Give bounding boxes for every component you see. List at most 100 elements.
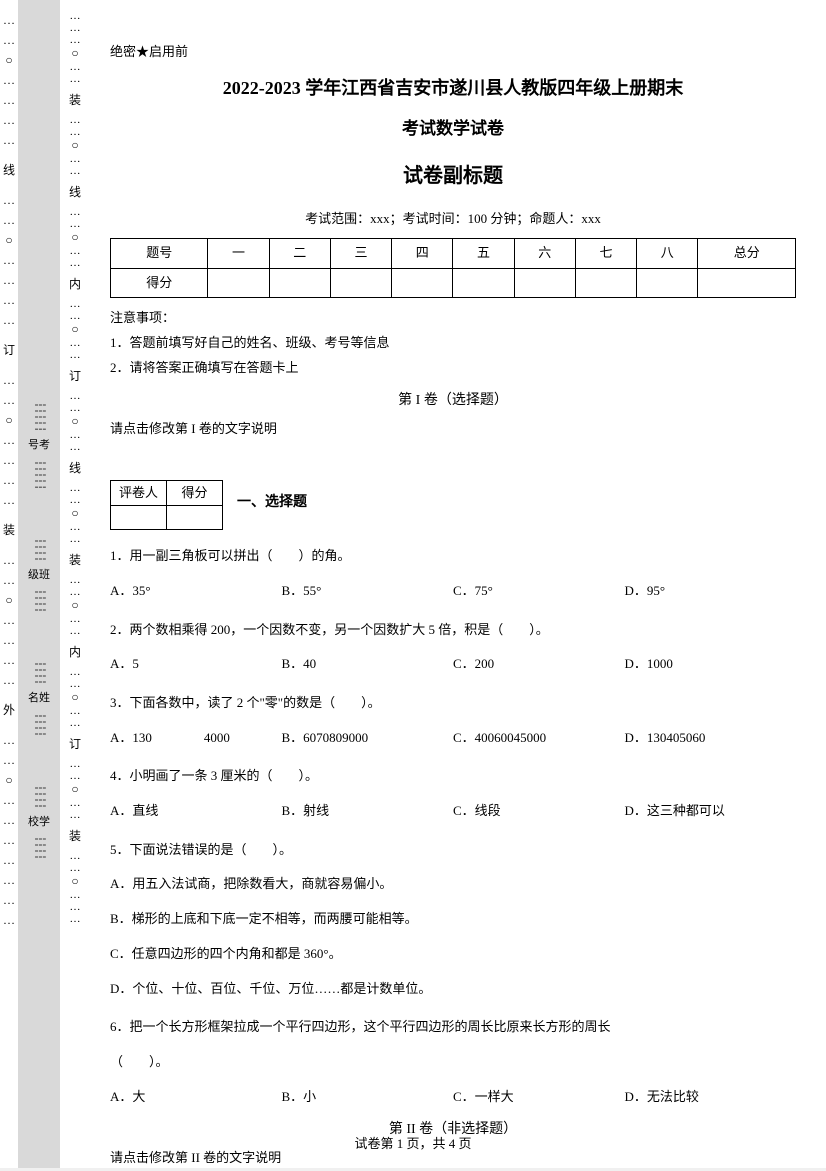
q5-option-b: B．梯形的上底和下底一定不相等，而两腰可能相等。 — [110, 907, 796, 932]
gutter-char: 订 — [3, 330, 15, 370]
score-cell — [637, 268, 698, 298]
grey-label: 级班 — [28, 568, 50, 583]
option: A．130 4000 — [110, 726, 282, 751]
main-title-line2: 考试数学试卷 — [110, 113, 796, 145]
option: B．小 — [282, 1085, 454, 1110]
marker-row: 评卷人得分 一、选择题 — [110, 442, 796, 531]
score-row-label: 得分 — [111, 268, 208, 298]
score-cell — [392, 268, 453, 298]
option: B．55° — [282, 579, 454, 604]
option: C．一样大 — [453, 1085, 625, 1110]
gutter-char: 装 — [3, 510, 15, 550]
option: A．5 — [110, 652, 282, 677]
score-cell — [330, 268, 391, 298]
q6-options: A．大 B．小 C．一样大 D．无法比较 — [110, 1085, 796, 1110]
exam-range: 考试范围：xxx；考试时间：100 分钟；命题人：xxx — [110, 207, 796, 232]
confidential-label: 绝密★启用前 — [110, 40, 796, 65]
marker-header: 评卷人 — [111, 480, 167, 506]
option: D．无法比较 — [625, 1085, 797, 1110]
bind-char: 装 — [69, 91, 81, 108]
bind-char: 线 — [69, 459, 81, 476]
option: D．130405060 — [625, 726, 797, 751]
marker-table: 评卷人得分 — [110, 480, 223, 531]
bind-char: 装 — [69, 827, 81, 844]
q5-option-c: C．任意四边形的四个内角和都是 360°。 — [110, 942, 796, 967]
marker-cell — [111, 506, 167, 530]
score-header-cell: 五 — [453, 238, 514, 268]
marker-header: 得分 — [167, 480, 223, 506]
score-header-cell: 总分 — [698, 238, 796, 268]
score-header-cell: 八 — [637, 238, 698, 268]
q5-option-d: D．个位、十位、百位、千位、万位……都是计数单位。 — [110, 977, 796, 1002]
gutter-symbols-col: ……○………… 线 ……○………… 订 ……○………… 装 ……○………… 外 … — [0, 0, 18, 1168]
score-header-cell: 七 — [575, 238, 636, 268]
q4-options: A．直线 B．射线 C．线段 D．这三种都可以 — [110, 799, 796, 824]
grey-label: 校学 — [28, 815, 50, 830]
score-header-cell: 六 — [514, 238, 575, 268]
q1-options: A．35° B．55° C．75° D．95° — [110, 579, 796, 604]
score-cell — [208, 268, 269, 298]
score-header-row: 题号 一 二 三 四 五 六 七 八 总分 — [111, 238, 796, 268]
score-cell — [514, 268, 575, 298]
part1-instruction: 请点击修改第 I 卷的文字说明 — [110, 417, 796, 442]
bind-char: 订 — [69, 735, 81, 752]
section-label: 一、选择题 — [237, 490, 307, 531]
q3-options: A．130 4000 B．6070809000 C．40060045000 D．… — [110, 726, 796, 751]
bind-char: 内 — [69, 275, 81, 292]
subtitle: 试卷副标题 — [110, 157, 796, 195]
main-title-line1: 2022-2023 学年江西省吉安市遂川县人教版四年级上册期末 — [110, 71, 796, 105]
notice-heading: 注意事项： — [110, 306, 796, 331]
notice-line: 1．答题前填写好自己的姓名、班级、考号等信息 — [110, 331, 796, 356]
grey-label: 号考 — [28, 438, 50, 453]
question-2: 2．两个数相乘得 200，一个因数不变，另一个因数扩大 5 倍，积是（ ）。 — [110, 618, 796, 643]
score-cell — [453, 268, 514, 298]
question-4: 4．小明画了一条 3 厘米的（ ）。 — [110, 764, 796, 789]
bind-char: 内 — [69, 643, 81, 660]
question-3: 3．下面各数中，读了 2 个"零"的数是（ ）。 — [110, 691, 796, 716]
notice-block: 注意事项： 1．答题前填写好自己的姓名、班级、考号等信息 2．请将答案正确填写在… — [110, 306, 796, 380]
page-footer: 试卷第 1 页，共 4 页 — [0, 1133, 826, 1152]
option: B．6070809000 — [282, 726, 454, 751]
question-6: 6．把一个长方形框架拉成一个平行四边形，这个平行四边形的周长比原来长方形的周长 — [110, 1015, 796, 1040]
option: D．这三种都可以 — [625, 799, 797, 824]
gutter-grey-col: ┆┆┆┆┆ 号考 ┆┆┆┆┆ ┆┆┆┆ 级班 ┆┆┆┆ ┆┆┆┆ 名姓 ┆┆┆┆… — [18, 0, 60, 1168]
bind-char: 线 — [69, 183, 81, 200]
score-value-row: 得分 — [111, 268, 796, 298]
content-area: 绝密★启用前 2022-2023 学年江西省吉安市遂川县人教版四年级上册期末 考… — [90, 0, 826, 1168]
bind-char: 订 — [69, 367, 81, 384]
score-header-cell: 二 — [269, 238, 330, 268]
gutter-char: 外 — [3, 690, 15, 730]
bind-char: 装 — [69, 551, 81, 568]
option: D．95° — [625, 579, 797, 604]
gutter-binding-col: ……… ○ …… 装 …… ○ …… 线 …… ○ …… 内 …… ○ …… 订… — [60, 0, 90, 1168]
option: C．40060045000 — [453, 726, 625, 751]
question-1: 1．用一副三角板可以拼出（ ）的角。 — [110, 544, 796, 569]
q5-option-a: A．用五入法试商，把除数看大，商就容易偏小。 — [110, 872, 796, 897]
notice-line: 2．请将答案正确填写在答题卡上 — [110, 356, 796, 381]
option: C．75° — [453, 579, 625, 604]
question-6-cont: （ ）。 — [110, 1050, 796, 1075]
question-5: 5．下面说法错误的是（ ）。 — [110, 838, 796, 863]
score-header-cell: 一 — [208, 238, 269, 268]
option: A．大 — [110, 1085, 282, 1110]
left-gutter: ……○………… 线 ……○………… 订 ……○………… 装 ……○………… 外 … — [0, 0, 90, 1168]
part1-title: 第 I 卷（选择题） — [110, 388, 796, 415]
option: C．线段 — [453, 799, 625, 824]
option: D．1000 — [625, 652, 797, 677]
score-cell — [269, 268, 330, 298]
score-cell — [698, 268, 796, 298]
score-table: 题号 一 二 三 四 五 六 七 八 总分 得分 — [110, 238, 796, 298]
gutter-char: 线 — [3, 150, 15, 190]
score-header-cell: 三 — [330, 238, 391, 268]
marker-cell — [167, 506, 223, 530]
option: A．35° — [110, 579, 282, 604]
grey-label: 名姓 — [28, 691, 50, 706]
option: A．直线 — [110, 799, 282, 824]
score-header-cell: 四 — [392, 238, 453, 268]
q2-options: A．5 B．40 C．200 D．1000 — [110, 652, 796, 677]
option: C．200 — [453, 652, 625, 677]
exam-page: ……○………… 线 ……○………… 订 ……○………… 装 ……○………… 外 … — [0, 0, 826, 1168]
score-cell — [575, 268, 636, 298]
option: B．射线 — [282, 799, 454, 824]
score-header-cell: 题号 — [111, 238, 208, 268]
